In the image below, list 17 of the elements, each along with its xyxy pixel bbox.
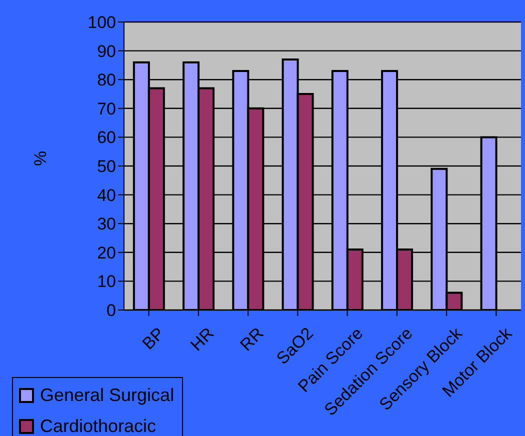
y-tick-label: 70 [97, 99, 116, 118]
x-tick-label: HR [186, 324, 218, 355]
y-tick-label: 0 [106, 301, 116, 320]
y-tick-label: 60 [97, 128, 116, 148]
y-tick-label: 40 [97, 186, 116, 205]
y-axis-title: % [31, 150, 50, 166]
y-tick-label: 80 [97, 70, 116, 90]
y-tick-label: 10 [97, 272, 116, 292]
y-tick-label: 50 [97, 157, 116, 176]
y-tick-label: 100 [88, 13, 116, 32]
y-tick-label: 30 [97, 214, 116, 234]
x-tick-label: BP [138, 324, 168, 354]
y-tick-label: 90 [97, 42, 116, 61]
y-tick-label: 20 [97, 243, 116, 262]
legend-label: Cardiothoracic [40, 416, 156, 436]
x-tick-label: RR [236, 324, 268, 355]
legend-label: General Surgical [40, 385, 174, 406]
